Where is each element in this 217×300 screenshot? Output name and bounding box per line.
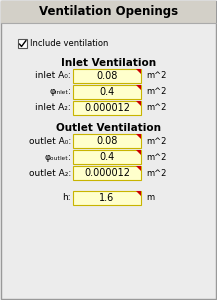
Text: Outlet Ventilation: Outlet Ventilation — [56, 123, 161, 133]
Polygon shape — [136, 166, 141, 171]
Text: outlet A₀:: outlet A₀: — [29, 136, 71, 146]
Text: inlet A₂:: inlet A₂: — [35, 103, 71, 112]
FancyBboxPatch shape — [73, 134, 141, 148]
Text: m^2: m^2 — [146, 103, 166, 112]
Text: 1.6: 1.6 — [99, 193, 115, 203]
Text: φₒᵤₜₗₑₜ:: φₒᵤₜₗₑₜ: — [44, 152, 71, 161]
Text: Ventilation Openings: Ventilation Openings — [39, 5, 178, 19]
Polygon shape — [136, 150, 141, 155]
Text: φᵢₙₗₑₜ:: φᵢₙₗₑₜ: — [49, 88, 71, 97]
FancyBboxPatch shape — [73, 150, 141, 164]
Text: 0.08: 0.08 — [96, 136, 118, 146]
Text: 0.000012: 0.000012 — [84, 168, 130, 178]
FancyBboxPatch shape — [73, 166, 141, 180]
Polygon shape — [136, 85, 141, 90]
Text: Include ventilation: Include ventilation — [30, 39, 108, 48]
Polygon shape — [136, 69, 141, 74]
Text: Inlet Ventilation: Inlet Ventilation — [61, 58, 156, 68]
Text: m: m — [146, 194, 154, 202]
Text: m^2: m^2 — [146, 71, 166, 80]
FancyBboxPatch shape — [73, 85, 141, 99]
Text: outlet A₂:: outlet A₂: — [29, 169, 71, 178]
FancyBboxPatch shape — [73, 101, 141, 115]
FancyBboxPatch shape — [1, 1, 216, 23]
FancyBboxPatch shape — [73, 191, 141, 205]
Text: m^2: m^2 — [146, 88, 166, 97]
Text: 0.000012: 0.000012 — [84, 103, 130, 113]
Text: 0.4: 0.4 — [99, 87, 115, 97]
FancyBboxPatch shape — [18, 39, 27, 48]
Text: inlet A₀:: inlet A₀: — [35, 71, 71, 80]
Text: 0.08: 0.08 — [96, 71, 118, 81]
Text: 0.4: 0.4 — [99, 152, 115, 162]
FancyBboxPatch shape — [73, 69, 141, 83]
Polygon shape — [136, 134, 141, 139]
Text: m^2: m^2 — [146, 136, 166, 146]
Text: m^2: m^2 — [146, 152, 166, 161]
Polygon shape — [136, 101, 141, 106]
Text: m^2: m^2 — [146, 169, 166, 178]
Text: h:: h: — [62, 194, 71, 202]
Polygon shape — [136, 191, 141, 196]
